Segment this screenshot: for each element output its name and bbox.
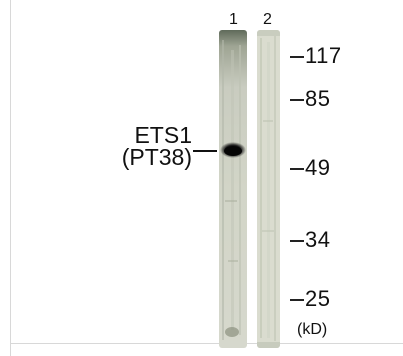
marker-34-label: 34	[305, 227, 331, 252]
lane-1-number: 1	[229, 11, 238, 28]
marker-85-label: 85	[305, 86, 331, 111]
protein-name: ETS1	[134, 122, 192, 148]
protein-pointer-line	[193, 150, 217, 152]
frame-left-edge	[10, 0, 11, 356]
blot-lane-2-image	[257, 30, 280, 348]
blot-lane-2	[257, 30, 280, 348]
frame-bottom-edge	[10, 343, 403, 344]
unit-label: (kD)	[297, 321, 328, 338]
protein-label: ETS1 (PT38)	[92, 122, 192, 170]
marker-25-label: 25	[305, 286, 331, 311]
blot-lane-1-image	[219, 30, 247, 348]
protein-site: (PT38)	[121, 144, 192, 170]
marker-34-dash	[290, 240, 304, 242]
marker-85-dash	[290, 99, 304, 101]
marker-117-dash	[290, 56, 304, 58]
marker-25-dash	[290, 299, 304, 301]
lane-2-number: 2	[263, 11, 272, 28]
marker-117-label: 117	[305, 43, 342, 68]
marker-49-label: 49	[305, 155, 331, 180]
marker-49-dash	[290, 168, 304, 170]
blot-lane-1	[219, 30, 247, 348]
